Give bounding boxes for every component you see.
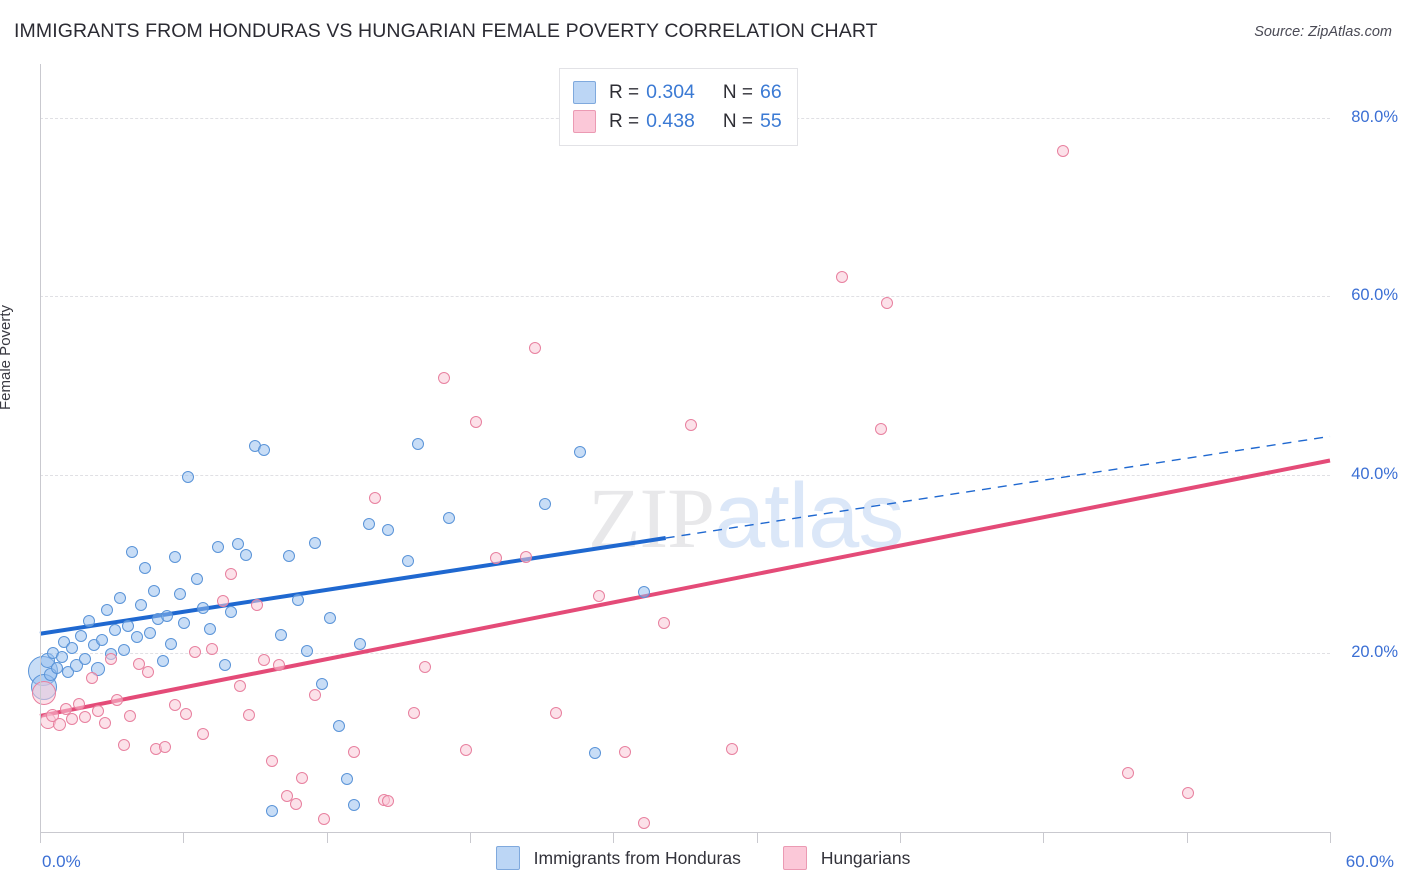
r-value-hungarians: 0.438 — [646, 110, 695, 132]
x-axis-tick — [1043, 832, 1045, 843]
x-axis-tick — [1330, 832, 1331, 843]
y-axis-title: Female Poverty — [0, 304, 14, 410]
n-label-honduras: N = — [722, 81, 754, 103]
legend-swatch-hungarians — [573, 110, 596, 133]
gridline — [40, 474, 1330, 476]
trend-line-extrapolated — [665, 435, 1331, 539]
x-axis-min-label: 0.0% — [42, 852, 81, 871]
y-axis-line — [40, 64, 41, 832]
legend-item-honduras[interactable]: Immigrants from Honduras — [495, 846, 741, 870]
plot-area: ZIPatlas — [28, 64, 1331, 832]
series-swatch-hungarians — [782, 846, 807, 870]
y-axis-tick-label: 20.0% — [1351, 643, 1398, 662]
x-axis-tick — [756, 832, 758, 843]
source-attribution: Source: ZipAtlas.com — [1254, 24, 1392, 40]
trend-line — [39, 536, 666, 636]
x-axis-line — [40, 832, 1330, 833]
r-label-hungarians: R = — [609, 110, 640, 132]
x-axis-tick — [470, 832, 471, 843]
trend-lines — [39, 435, 1331, 718]
x-axis-max-label: 60.0% — [1345, 852, 1394, 871]
n-value-honduras: 66 — [760, 81, 782, 103]
n-value-hungarians: 55 — [760, 110, 782, 132]
y-axis-tick-label: 80.0% — [1351, 107, 1398, 126]
page-title: IMMIGRANTS FROM HONDURAS VS HUNGARIAN FE… — [14, 20, 878, 42]
y-axis-tick-label: 40.0% — [1351, 464, 1398, 483]
x-axis-tick — [40, 832, 41, 843]
trend-line — [39, 458, 1331, 718]
correlation-row-honduras: R = 0.304 N = 66 — [573, 78, 782, 107]
x-axis-tick — [183, 832, 185, 843]
series-legend: Immigrants from Honduras Hungarians — [0, 846, 1406, 870]
correlation-legend: R = 0.304 N = 66 R = 0.438 N = 55 — [559, 68, 798, 146]
y-axis-tick-label: 60.0% — [1351, 286, 1398, 305]
legend-item-hungarians[interactable]: Hungarians — [782, 846, 911, 870]
r-value-honduras: 0.304 — [646, 81, 695, 103]
r-label-honduras: R = — [609, 81, 640, 103]
series-swatch-honduras — [495, 846, 520, 870]
gridline — [40, 296, 1330, 298]
x-axis-tick — [613, 832, 615, 843]
gridline — [40, 653, 1330, 655]
correlation-row-hungarians: R = 0.438 N = 55 — [573, 107, 782, 136]
x-axis-tick — [900, 832, 901, 843]
legend-swatch-honduras — [573, 81, 596, 104]
n-label-hungarians: N = — [722, 110, 754, 132]
x-axis-tick — [1186, 832, 1188, 843]
series-label-hungarians: Hungarians — [820, 847, 911, 868]
x-axis-tick — [326, 832, 328, 843]
series-label-honduras: Immigrants from Honduras — [533, 847, 741, 868]
